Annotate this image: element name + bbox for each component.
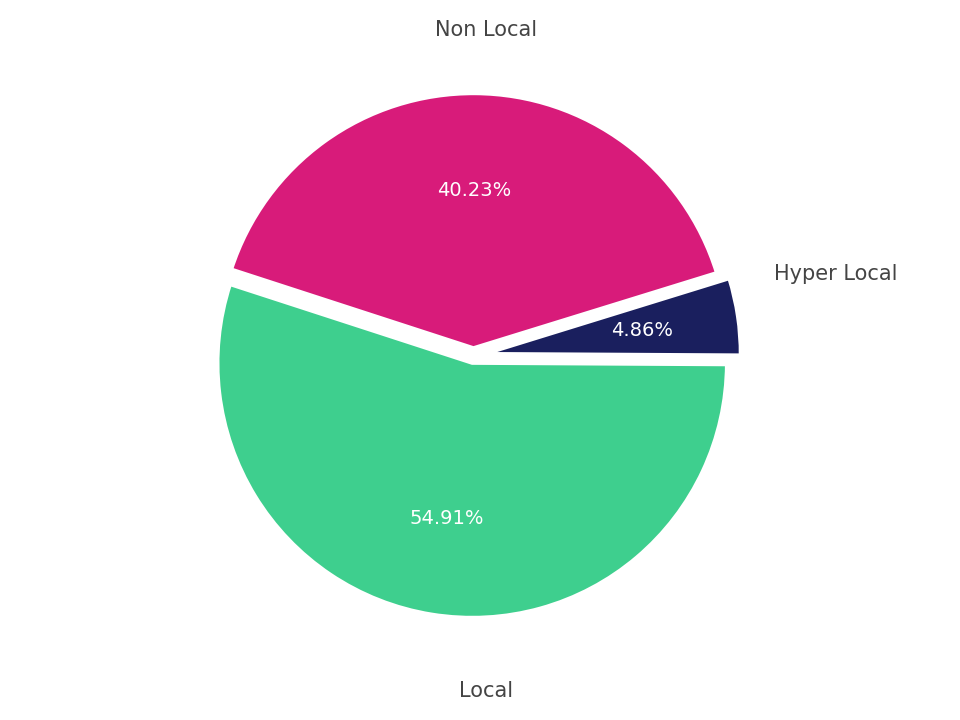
Text: 4.86%: 4.86% — [612, 321, 673, 340]
Wedge shape — [218, 284, 727, 618]
Wedge shape — [231, 94, 716, 348]
Text: 54.91%: 54.91% — [410, 509, 485, 528]
Text: Hyper Local: Hyper Local — [774, 264, 898, 284]
Text: 40.23%: 40.23% — [438, 181, 512, 199]
Text: Local: Local — [459, 681, 514, 701]
Wedge shape — [486, 279, 740, 355]
Text: Non Local: Non Local — [435, 20, 538, 40]
